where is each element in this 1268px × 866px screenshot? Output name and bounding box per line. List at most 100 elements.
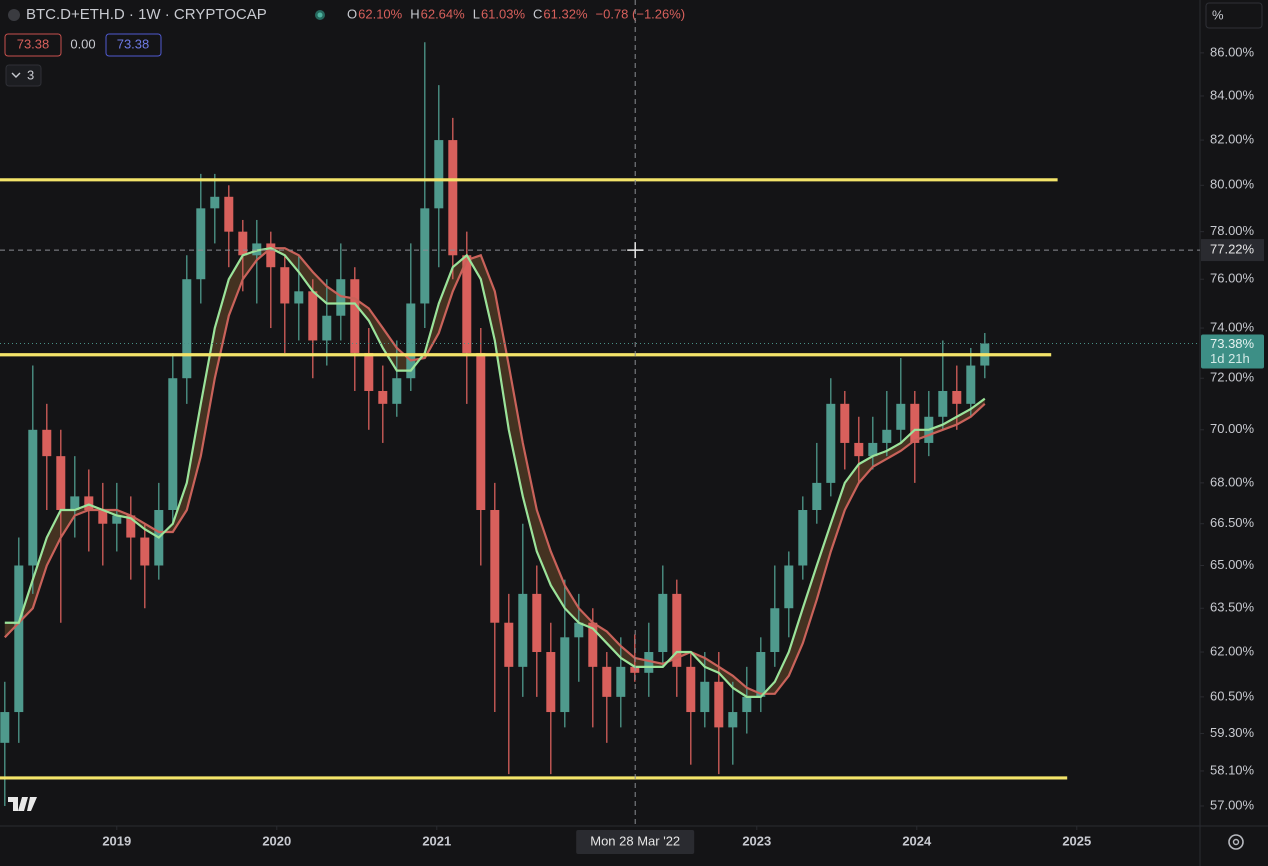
y-tick-label: 72.00% (1210, 370, 1255, 385)
scale-mode[interactable]: % (1212, 7, 1224, 22)
candle-body (84, 496, 94, 511)
moving-average (4, 247, 986, 698)
x-tick-label: 2023 (742, 833, 771, 848)
indicators-count[interactable]: 3 (27, 67, 34, 82)
y-tick-label: 62.00% (1210, 643, 1255, 658)
candle-body (448, 140, 458, 256)
candle-body (854, 442, 864, 457)
candle-body (42, 429, 52, 457)
candle-body (952, 390, 962, 404)
candle-body (658, 593, 668, 653)
candle-body (182, 279, 192, 379)
x-tick-label: 2021 (422, 833, 451, 848)
candle-body (714, 681, 724, 728)
y-tick-label: 82.00% (1210, 132, 1255, 147)
candle-body (784, 565, 794, 609)
crosshair-x-box (576, 830, 695, 854)
moving-average (4, 247, 986, 695)
candle-body (322, 315, 332, 341)
settings-button[interactable] (1228, 834, 1244, 850)
y-tick-label: 58.10% (1210, 762, 1255, 777)
candle-body (490, 510, 500, 623)
candle-body (378, 390, 388, 404)
ohlc-value: 62.64% (421, 6, 466, 21)
candle-body (938, 390, 948, 417)
candle-body (126, 515, 136, 538)
last-price-box (1201, 334, 1264, 369)
crosshair-x-label: Mon 28 Mar '22 (590, 833, 680, 848)
logo-mark (8, 797, 37, 811)
candle-body (966, 365, 976, 404)
candle-body (728, 712, 738, 728)
y-tick-label: 59.30% (1210, 725, 1255, 740)
candle-body (868, 442, 878, 457)
candle-body (574, 622, 584, 638)
candle-body (812, 482, 822, 511)
crosshair-y-label: 77.22% (1210, 242, 1255, 257)
ohlc-value: 62.10% (358, 6, 403, 21)
settings-icon-core[interactable] (1232, 838, 1240, 846)
candle-body (504, 622, 514, 667)
settings-icon[interactable] (1228, 834, 1244, 850)
candle-body (420, 208, 430, 304)
badge-box (4, 33, 62, 57)
candle-body (0, 712, 10, 743)
ohlc-values: O 62.10% H 62.64% L 61.03% C 61.32% −0.78 (−1.26… (347, 6, 685, 21)
last-price-label: 73.38% (1210, 336, 1255, 351)
candle-body (140, 537, 150, 566)
candle-body (336, 279, 346, 316)
candle-body (476, 352, 486, 511)
candle-body (364, 352, 374, 391)
candle-body (602, 666, 612, 697)
candle-body (238, 231, 248, 256)
candle-body (98, 510, 108, 524)
candle-body (616, 666, 626, 697)
ohlc-label: C (533, 6, 542, 21)
x-tick-label: 2019 (102, 833, 131, 848)
candle-body (518, 593, 528, 667)
change: −0.78 (−1.26%) (596, 6, 686, 21)
x-tick-label: 2020 (262, 833, 291, 848)
candle-body (350, 279, 360, 353)
candle-body (826, 403, 836, 483)
header: BTC.D+ETH.D · 1W · CRYPTOCAP (8, 6, 325, 23)
y-tick-label: 84.00% (1210, 87, 1255, 102)
ohlc-value: 61.32% (543, 6, 588, 21)
cursor (627, 242, 644, 259)
scale-mode-box[interactable] (1205, 2, 1263, 29)
candle-body (168, 378, 178, 511)
badge-box (105, 33, 162, 57)
indicator-badges: 73.38 0.00 73.38 3 (4, 33, 162, 87)
y-tick-label: 57.00% (1210, 797, 1255, 812)
candle-body (434, 140, 444, 209)
candle-body (210, 196, 220, 209)
badge: 0.00 (70, 36, 95, 51)
y-tick-label: 78.00% (1210, 223, 1255, 238)
y-tick-label: 65.00% (1210, 557, 1255, 572)
candle-body (770, 608, 780, 653)
candle-body (700, 681, 710, 713)
tv-logo (8, 797, 37, 811)
candle-body (70, 496, 80, 511)
candle-body (546, 652, 556, 713)
candle-body (406, 303, 416, 379)
candle-body (462, 255, 472, 353)
crosshair-y-box (1201, 239, 1264, 262)
x-tick-label: 2025 (1062, 833, 1091, 848)
candle-body (840, 403, 850, 443)
y-tick-label: 70.00% (1210, 421, 1255, 436)
candle-body (280, 267, 290, 304)
market-status-dot (317, 12, 323, 18)
candle-body (686, 666, 696, 713)
badge: 73.38 (17, 36, 50, 51)
indicators-toggle[interactable] (5, 64, 42, 87)
candle-body (644, 652, 654, 673)
chevron[interactable] (11, 72, 21, 78)
y-tick-label: 60.50% (1210, 688, 1255, 703)
candle-body (756, 652, 766, 697)
candle-body (28, 429, 38, 566)
candle-body (112, 515, 122, 524)
badge: 73.38 (117, 36, 150, 51)
